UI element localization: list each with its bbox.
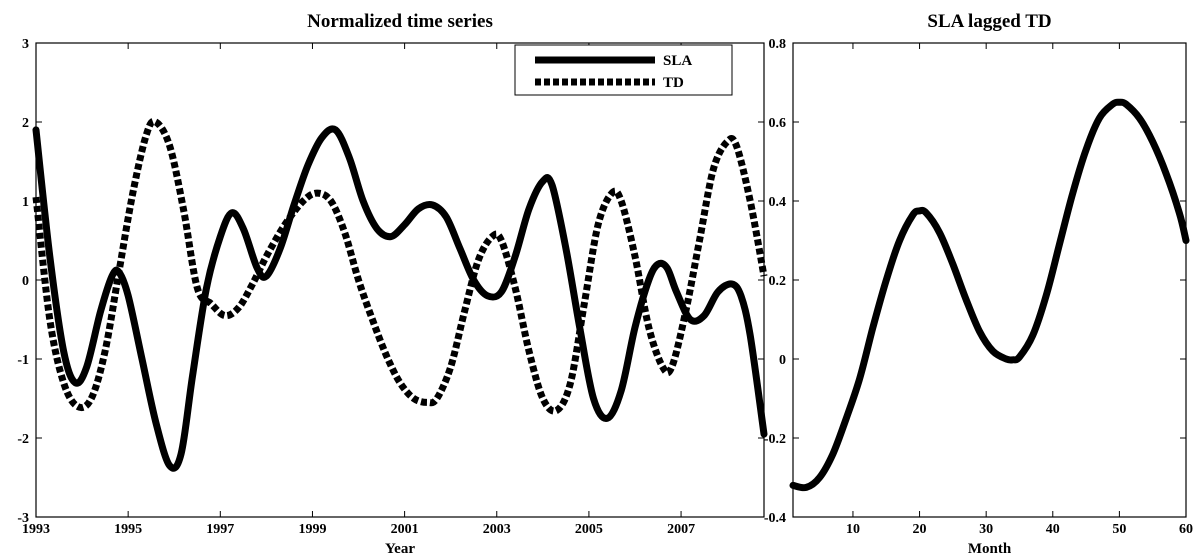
ts-y-tick-label: 1 [22,195,29,210]
ts-x-tick-label: 2005 [575,522,603,537]
lag-y-tick-label: 0.2 [769,274,787,289]
lag-x-axis-label: Month [968,541,1012,557]
ts-y-tick-label: -2 [17,432,29,447]
ts-x-tick-label: 1999 [298,522,326,537]
ts-x-tick-label: 2003 [483,522,511,537]
lag-y-tick-label: -0.4 [764,511,786,526]
lag-y-tick-label: 0.6 [769,116,787,131]
ts-x-tick-label: 1995 [114,522,142,537]
time-series-chart: Normalized time series -3 -2 -1 0 1 2 3 1993 1995… [17,11,768,557]
lag-series-line-0 [789,98,1190,492]
lag-x-tick-label: 60 [1179,522,1193,537]
lag-y-tick-label: 0 [779,353,786,368]
ts-y-tick-label: 0 [22,274,29,289]
ts-x-tick-label: 2001 [391,522,419,537]
lag-x-tick-label: 40 [1046,522,1060,537]
legend-label-sla: SLA [663,53,692,69]
ts-x-tick-label: 2007 [667,522,695,537]
ts-x-axis-label: Year [385,541,415,557]
ts-x-tick-label: 1993 [22,522,50,537]
lag-y-tick-label: 0.4 [769,195,787,210]
ts-y-tick-label: -1 [17,353,29,368]
lag-x-tick-label: 20 [913,522,927,537]
ts-y-tick-label: 3 [22,37,29,52]
ts-title: Normalized time series [307,11,493,32]
ts-series-line-td [32,117,768,415]
lag-x-tick-label: 10 [846,522,860,537]
lag-y-tick-label: 0.8 [769,37,787,52]
lag-y-tick-label: -0.2 [764,432,786,447]
lag-axes-frame [792,42,1187,518]
ts-y-tick-label: 2 [22,116,29,131]
lag-x-tick-label: 30 [979,522,993,537]
ts-y-tick-label: -3 [17,511,29,526]
lag-title: SLA lagged TD [927,11,1051,32]
ts-x-tick-label: 1997 [206,522,234,537]
ts-axes-frame [35,42,765,518]
legend-label-td: TD [663,75,684,91]
legend: SLA TD [514,44,733,96]
lag-x-tick-label: 50 [1112,522,1126,537]
legend-box [514,44,733,96]
lag-correlation-chart: SLA lagged TD -0.4 -0.2 0 0.2 0.4 0.6 0.8 10 20 30… [764,11,1193,557]
ts-series-line-sla [32,125,768,472]
